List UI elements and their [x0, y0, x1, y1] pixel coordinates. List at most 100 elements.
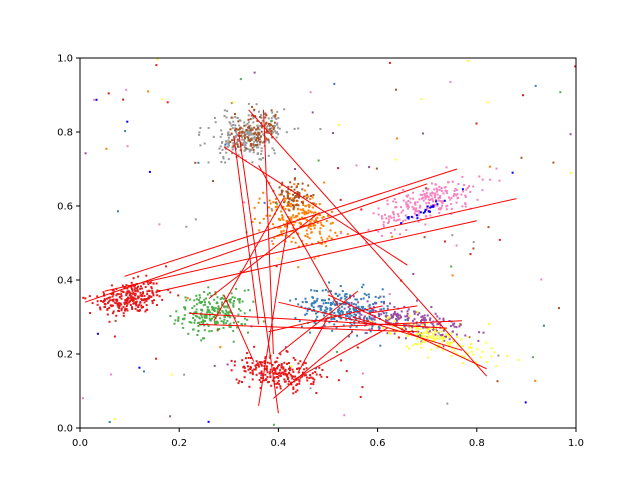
scatter-point-2 — [291, 377, 294, 380]
scatter-point-2 — [264, 373, 267, 376]
noise-point — [219, 346, 222, 349]
scatter-point-9 — [408, 314, 411, 317]
scatter-point-6 — [295, 199, 298, 202]
scatter-point-2 — [287, 376, 290, 379]
scatter-point-0 — [128, 291, 131, 294]
scatter-point-2 — [298, 379, 301, 382]
scatter-point-8 — [404, 337, 407, 340]
scatter-point-2 — [296, 389, 299, 392]
scatter-point-8 — [397, 318, 400, 321]
scatter-point-8 — [478, 331, 481, 334]
scatter-point-10 — [404, 214, 407, 217]
scatter-point-7 — [352, 308, 355, 311]
scatter-point-0 — [140, 306, 143, 309]
scatter-point-9 — [461, 345, 464, 347]
scatter-point-8 — [343, 307, 346, 310]
scatter-point-0 — [155, 282, 158, 285]
scatter-point-0 — [130, 286, 133, 289]
scatter-point-1 — [196, 315, 198, 318]
scatter-point-7 — [323, 324, 326, 327]
scatter-point-8 — [429, 330, 431, 333]
scatter-point-5 — [292, 224, 295, 226]
scatter-point-8 — [435, 320, 438, 323]
scatter-point-5 — [277, 226, 280, 229]
scatter-point-1 — [193, 321, 196, 324]
scatter-point-10 — [386, 203, 389, 206]
scatter-point-2 — [267, 380, 270, 383]
scatter-point-9 — [427, 356, 430, 359]
scatter-point-1 — [226, 315, 229, 318]
scatter-point-0 — [112, 310, 115, 313]
noise-point — [239, 270, 242, 273]
scatter-point-4 — [243, 133, 246, 136]
scatter-point-10 — [468, 185, 470, 188]
scatter-point-0 — [106, 297, 108, 300]
scatter-point-1 — [214, 322, 217, 325]
scatter-point-2 — [272, 372, 275, 375]
scatter-point-6 — [300, 201, 303, 204]
scatter-point-11 — [429, 206, 432, 209]
scatter-point-0 — [110, 305, 113, 308]
scatter-point-3 — [225, 151, 228, 154]
scatter-point-9 — [446, 342, 449, 345]
noise-point — [475, 122, 478, 125]
scatter-point-0 — [128, 301, 131, 304]
scatter-point-0 — [117, 305, 120, 308]
scatter-point-0 — [130, 292, 132, 295]
scatter-point-11 — [422, 211, 425, 214]
scatter-point-0 — [137, 297, 140, 300]
scatter-point-4 — [256, 120, 259, 122]
scatter-point-8 — [413, 318, 416, 321]
scatter-point-2 — [288, 371, 291, 374]
scatter-point-0 — [112, 293, 115, 296]
scatter-point-0 — [96, 300, 99, 303]
scatter-point-2 — [304, 362, 307, 365]
scatter-point-3 — [231, 148, 234, 151]
scatter-point-1 — [211, 306, 213, 309]
scatter-point-5 — [258, 221, 261, 224]
scatter-point-2 — [286, 373, 289, 376]
noise-point — [166, 101, 169, 104]
scatter-point-0 — [140, 304, 143, 307]
scatter-point-7 — [361, 307, 364, 310]
scatter-point-2 — [251, 371, 254, 374]
scatter-point-8 — [423, 314, 426, 317]
scatter-point-0 — [146, 308, 149, 311]
scatter-point-8 — [407, 316, 410, 319]
scatter-point-4 — [261, 124, 263, 127]
scatter-point-5 — [288, 202, 290, 205]
scatter-point-6 — [289, 181, 292, 184]
scatter-point-0 — [129, 304, 132, 306]
scatter-point-2 — [321, 369, 324, 371]
scatter-point-0 — [112, 292, 115, 294]
scatter-point-0 — [126, 300, 129, 303]
scatter-point-7 — [300, 305, 303, 308]
noise-point — [114, 319, 117, 322]
scatter-point-8 — [417, 330, 420, 333]
scatter-point-0 — [127, 290, 130, 293]
scatter-point-1 — [213, 309, 215, 311]
scatter-point-1 — [182, 326, 185, 329]
scatter-point-4 — [274, 115, 277, 118]
scatter-point-4 — [270, 132, 273, 135]
scatter-point-0 — [147, 296, 150, 299]
scatter-point-4 — [264, 112, 267, 115]
scatter-point-8 — [406, 315, 409, 317]
scatter-point-8 — [373, 318, 376, 321]
scatter-point-2 — [281, 371, 283, 374]
scatter-point-1 — [193, 299, 196, 302]
noise-point — [450, 265, 453, 268]
scatter-point-5 — [268, 182, 271, 184]
scatter-point-0 — [139, 294, 142, 297]
scatter-point-7 — [322, 302, 325, 305]
scatter-point-5 — [311, 206, 314, 209]
scatter-point-1 — [183, 317, 186, 320]
scatter-point-2 — [275, 372, 278, 375]
scatter-point-5 — [278, 193, 281, 196]
scatter-point-3 — [227, 134, 230, 137]
scatter-point-3 — [276, 123, 279, 126]
noise-point — [270, 120, 273, 122]
scatter-point-1 — [229, 322, 232, 325]
scatter-point-7 — [320, 308, 323, 311]
scatter-point-10 — [441, 204, 443, 207]
